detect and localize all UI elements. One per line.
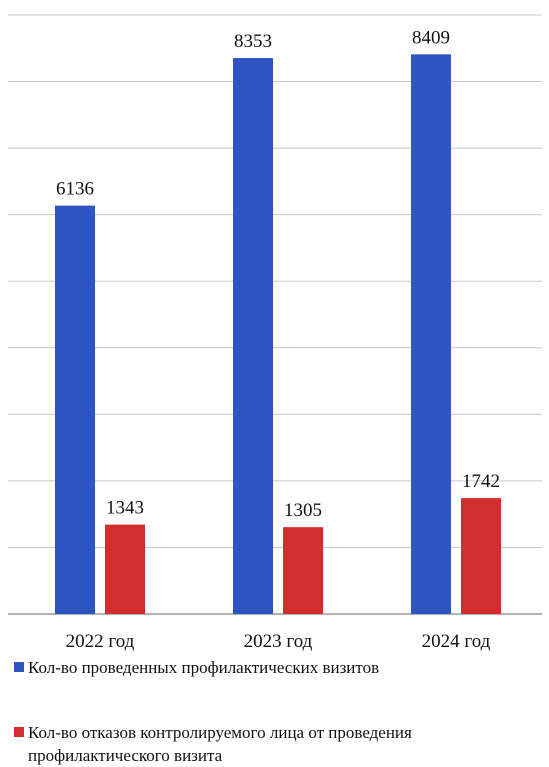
category-label-2: 2024 год — [422, 631, 491, 652]
bar-series-0-0 — [55, 205, 95, 614]
legend-swatch-visits — [14, 662, 24, 672]
legend-label-visits: Кол-во проведенных профилактических визи… — [28, 658, 380, 677]
bar-chart: 6136 1343 8353 1305 8409 1742 2022 год 2023 го… — [8, 14, 542, 652]
legend-swatch-refusals — [14, 727, 24, 737]
bars — [55, 54, 501, 614]
gridlines — [8, 14, 542, 615]
bar-series-0-1 — [233, 58, 273, 614]
category-labels: 2022 год 2023 год 2024 год — [66, 631, 491, 652]
legend-entry-refusals: Кол-во отказов контролируемого лица от п… — [14, 721, 544, 767]
data-label-series-0-1: 8353 — [234, 31, 272, 52]
category-label-1: 2023 год — [244, 631, 313, 652]
data-label-series-1-2: 1742 — [462, 471, 500, 492]
data-labels: 6136 1343 8353 1305 8409 1742 — [56, 27, 500, 521]
data-label-series-0-2: 8409 — [412, 27, 450, 48]
bar-series-0-2 — [411, 54, 451, 614]
category-label-0: 2022 год — [66, 631, 135, 652]
bar-series-1-0 — [105, 524, 145, 614]
data-label-series-1-0: 1343 — [106, 498, 144, 519]
legend-entry-visits: Кол-во проведенных профилактических визи… — [14, 656, 544, 679]
bar-series-1-1 — [283, 527, 323, 614]
bar-series-1-2 — [461, 498, 501, 614]
legend-label-refusals: Кол-во отказов контролируемого лица от п… — [28, 723, 412, 765]
data-label-series-0-0: 6136 — [56, 179, 94, 200]
data-label-series-1-1: 1305 — [284, 500, 322, 521]
